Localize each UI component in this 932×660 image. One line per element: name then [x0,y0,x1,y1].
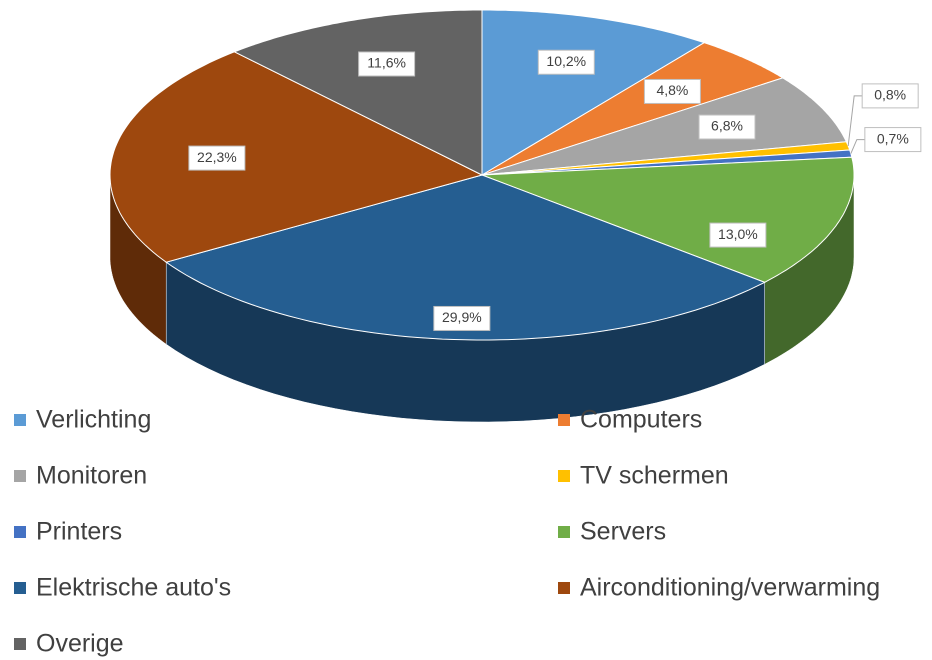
data-label: 0,7% [864,127,922,153]
slice [481,141,851,176]
data-label: 0,8% [861,83,919,109]
legend-label: Printers [36,518,122,546]
data-label: 11,6% [358,51,416,77]
legend-label: Monitoren [36,462,147,490]
slice [481,149,853,176]
data-label: 4,8% [643,78,701,104]
legend-swatch [14,582,26,594]
legend-swatch [14,470,26,482]
leader-line [847,95,863,146]
legend-label: Elektrische auto's [36,574,231,602]
data-label-box [698,114,756,140]
data-label-text: 22,3% [197,149,237,165]
data-label-box [643,78,701,104]
data-label-box [709,222,767,248]
data-label-box [188,145,246,171]
legend-swatch [558,414,570,426]
slice [165,174,766,341]
data-label-box [861,83,919,109]
data-label-text: 4,8% [656,82,688,98]
legend-label: Airconditioning/verwarming [580,574,880,602]
data-label-box [537,49,595,75]
slice [481,42,784,176]
data-label-text: 29,9% [442,309,482,325]
data-label-text: 10,2% [546,53,586,69]
slice [481,156,855,283]
data-label-box [433,305,491,331]
data-label-text: 6,8% [711,118,743,134]
legend-label: Verlichting [36,406,151,434]
legend-label: Computers [580,406,702,434]
legend-swatch [558,526,570,538]
data-label-text: 0,8% [874,87,906,103]
data-label: 22,3% [188,145,246,171]
data-label-box [358,51,416,77]
data-label: 29,9% [433,305,491,331]
data-label-text: 11,6% [367,55,406,71]
slice [481,77,848,176]
data-label-text: 0,7% [877,130,909,146]
legend-label: TV schermen [580,462,729,490]
legend-swatch [14,414,26,426]
legend-swatch [14,526,26,538]
legend-swatch [558,582,570,594]
data-label-box [864,127,922,153]
data-label: 10,2% [537,49,595,75]
legend-label: Overige [36,630,124,658]
data-label: 6,8% [698,114,756,140]
slice [109,51,484,263]
legend-label: Servers [580,518,666,546]
data-label: 13,0% [709,222,767,248]
legend-swatch [14,638,26,650]
legend-swatch [558,470,570,482]
slice [233,9,483,176]
data-label-text: 13,0% [718,226,758,242]
leader-line [850,139,865,154]
slice [481,9,706,176]
